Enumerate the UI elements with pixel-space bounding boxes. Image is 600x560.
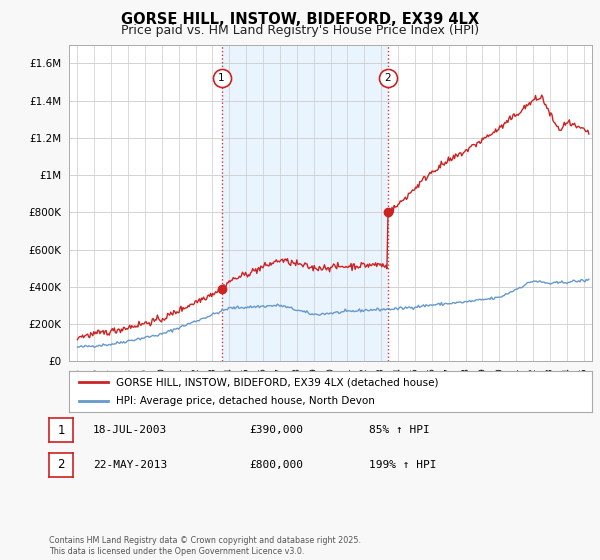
Text: 1: 1 [58,423,65,437]
Text: 22-MAY-2013: 22-MAY-2013 [93,460,167,470]
Text: GORSE HILL, INSTOW, BIDEFORD, EX39 4LX: GORSE HILL, INSTOW, BIDEFORD, EX39 4LX [121,12,479,27]
Text: 18-JUL-2003: 18-JUL-2003 [93,425,167,435]
Text: GORSE HILL, INSTOW, BIDEFORD, EX39 4LX (detached house): GORSE HILL, INSTOW, BIDEFORD, EX39 4LX (… [116,377,439,387]
Text: 199% ↑ HPI: 199% ↑ HPI [369,460,437,470]
Text: Price paid vs. HM Land Registry's House Price Index (HPI): Price paid vs. HM Land Registry's House … [121,24,479,36]
Text: £800,000: £800,000 [249,460,303,470]
Text: 85% ↑ HPI: 85% ↑ HPI [369,425,430,435]
Text: 1: 1 [218,73,225,83]
Text: 2: 2 [58,458,65,472]
Text: Contains HM Land Registry data © Crown copyright and database right 2025.
This d: Contains HM Land Registry data © Crown c… [49,536,361,556]
Bar [221,45,388,361]
Text: 2: 2 [385,73,391,83]
Text: £390,000: £390,000 [249,425,303,435]
Text: HPI: Average price, detached house, North Devon: HPI: Average price, detached house, Nort… [116,396,375,405]
